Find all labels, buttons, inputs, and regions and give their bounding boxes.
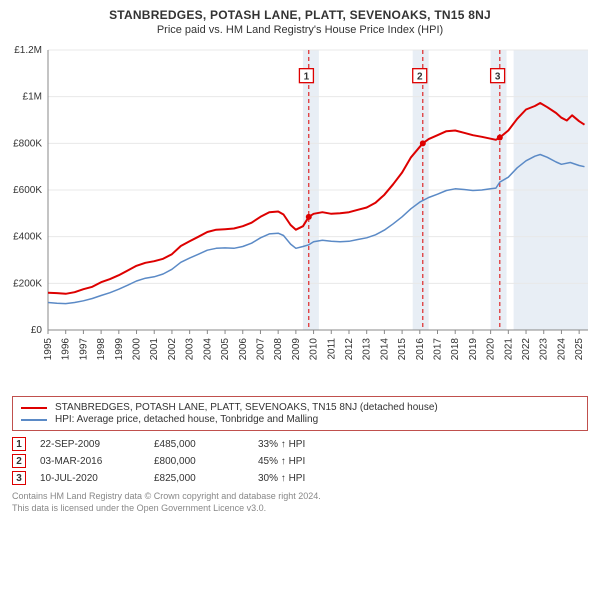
svg-text:2: 2: [417, 72, 423, 83]
legend: STANBREDGES, POTASH LANE, PLATT, SEVENOA…: [12, 396, 588, 431]
legend-swatch: [21, 407, 47, 409]
chart-area: £0 £200K £400K £600K £800K £1M £1.2M 1995 1996 19…: [6, 42, 594, 382]
sales-price: £485,000: [154, 439, 244, 450]
sales-row: 2 03-MAR-2016 £800,000 45% ↑ HPI: [12, 454, 588, 468]
svg-text:2004: 2004: [202, 338, 213, 361]
svg-text:2002: 2002: [167, 338, 178, 361]
svg-text:£600K: £600K: [13, 185, 42, 196]
svg-text:£1M: £1M: [23, 92, 42, 103]
legend-row: STANBREDGES, POTASH LANE, PLATT, SEVENOA…: [21, 402, 579, 413]
footnote: Contains HM Land Registry data © Crown c…: [12, 491, 588, 514]
svg-text:2023: 2023: [539, 338, 550, 361]
svg-text:2019: 2019: [468, 338, 479, 361]
svg-text:2001: 2001: [149, 338, 160, 361]
svg-text:3: 3: [495, 72, 501, 83]
sales-date: 22-SEP-2009: [40, 439, 140, 450]
svg-text:2018: 2018: [450, 338, 461, 361]
svg-text:1998: 1998: [96, 338, 107, 361]
svg-text:2010: 2010: [309, 338, 320, 361]
legend-label: HPI: Average price, detached house, Tonb…: [55, 414, 318, 425]
sales-date: 10-JUL-2020: [40, 473, 140, 484]
sales-marker: 1: [12, 437, 26, 451]
legend-row: HPI: Average price, detached house, Tonb…: [21, 414, 579, 425]
svg-text:2024: 2024: [556, 338, 567, 361]
footnote-line-1: Contains HM Land Registry data © Crown c…: [12, 491, 588, 503]
svg-text:2000: 2000: [132, 338, 143, 361]
svg-text:£1.2M: £1.2M: [14, 45, 42, 56]
sales-price: £825,000: [154, 473, 244, 484]
svg-text:£200K: £200K: [13, 278, 42, 289]
sales-pct: 33% ↑ HPI: [258, 439, 348, 450]
svg-text:2022: 2022: [521, 338, 532, 361]
svg-text:2021: 2021: [503, 338, 514, 361]
svg-text:1996: 1996: [61, 338, 72, 361]
sales-row: 1 22-SEP-2009 £485,000 33% ↑ HPI: [12, 437, 588, 451]
svg-text:2025: 2025: [574, 338, 585, 361]
svg-text:2016: 2016: [415, 338, 426, 361]
sales-price: £800,000: [154, 456, 244, 467]
sales-pct: 45% ↑ HPI: [258, 456, 348, 467]
svg-text:1995: 1995: [43, 338, 54, 361]
svg-text:2017: 2017: [433, 338, 444, 361]
line-chart-svg: £0 £200K £400K £600K £800K £1M £1.2M 1995 1996 19…: [6, 42, 594, 382]
legend-label: STANBREDGES, POTASH LANE, PLATT, SEVENOA…: [55, 402, 438, 413]
svg-text:2014: 2014: [379, 338, 390, 361]
svg-text:2009: 2009: [291, 338, 302, 361]
svg-text:2015: 2015: [397, 338, 408, 361]
svg-text:£400K: £400K: [13, 232, 42, 243]
legend-swatch: [21, 419, 47, 421]
chart-subtitle: Price paid vs. HM Land Registry's House …: [6, 24, 594, 36]
svg-text:£800K: £800K: [13, 138, 42, 149]
svg-text:2011: 2011: [326, 338, 337, 360]
svg-text:2013: 2013: [362, 338, 373, 361]
sales-date: 03-MAR-2016: [40, 456, 140, 467]
svg-text:2006: 2006: [238, 338, 249, 361]
footnote-line-2: This data is licensed under the Open Gov…: [12, 503, 588, 515]
svg-text:2005: 2005: [220, 338, 231, 361]
svg-text:2008: 2008: [273, 338, 284, 361]
svg-text:1997: 1997: [78, 338, 89, 361]
svg-text:2020: 2020: [486, 338, 497, 361]
sales-marker: 3: [12, 471, 26, 485]
sales-pct: 30% ↑ HPI: [258, 473, 348, 484]
svg-text:£0: £0: [31, 325, 43, 336]
svg-text:1999: 1999: [114, 338, 125, 361]
svg-text:1: 1: [304, 72, 310, 83]
sales-row: 3 10-JUL-2020 £825,000 30% ↑ HPI: [12, 471, 588, 485]
sales-table: 1 22-SEP-2009 £485,000 33% ↑ HPI 2 03-MAR-201…: [12, 437, 588, 485]
svg-text:2007: 2007: [255, 338, 266, 361]
svg-text:2012: 2012: [344, 338, 355, 361]
sales-marker: 2: [12, 454, 26, 468]
svg-text:2003: 2003: [185, 338, 196, 361]
chart-title: STANBREDGES, POTASH LANE, PLATT, SEVENOA…: [6, 8, 594, 22]
